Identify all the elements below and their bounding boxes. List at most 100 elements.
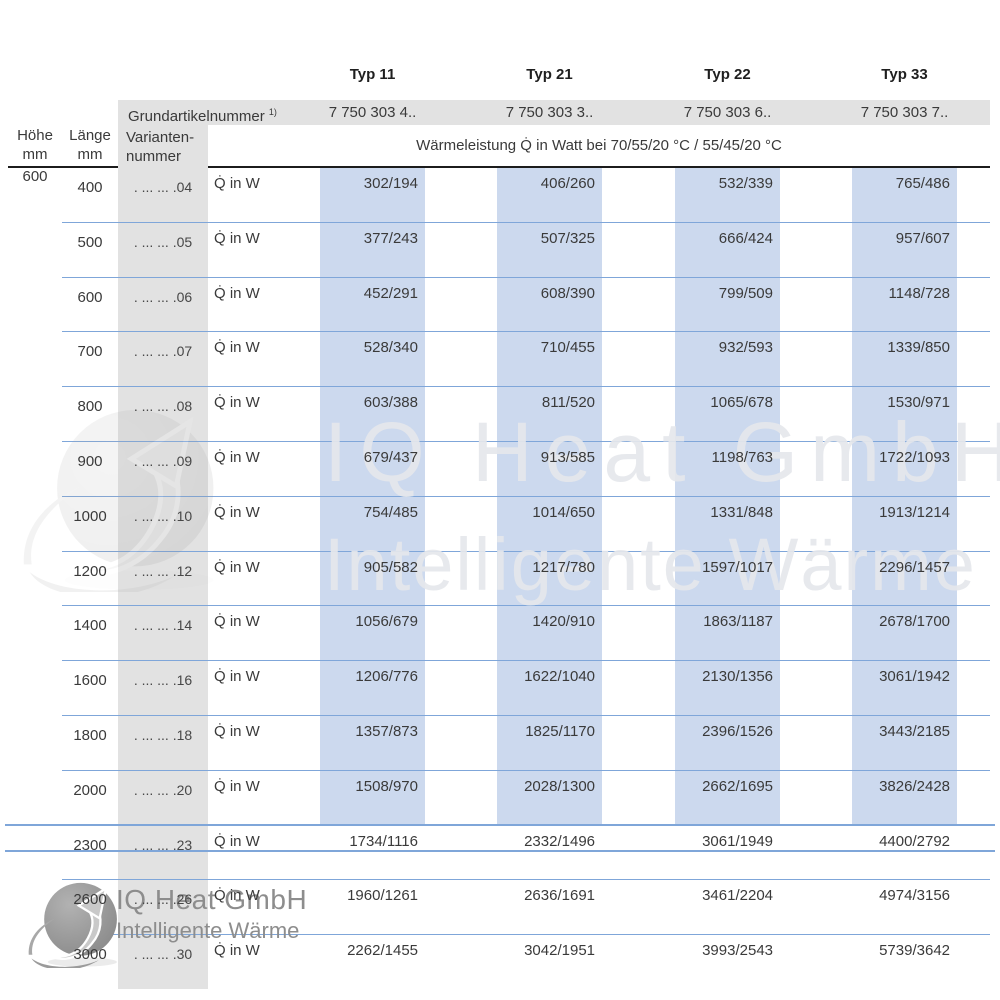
gap-cell — [425, 277, 497, 333]
value-cell-typ11: 452/291 — [320, 277, 425, 333]
grundartikel-label: Grundartikelnummer 1) — [128, 107, 277, 125]
varianten-column-header: Varianten-nummer — [118, 125, 208, 168]
value-cell-typ22: 532/339 — [675, 168, 780, 223]
value-cell-typ21: 710/455 — [497, 331, 602, 388]
footnote-marker: 1) — [268, 107, 277, 117]
varianten-cell: . ... ... .14 — [118, 605, 208, 662]
gap-cell — [957, 222, 990, 278]
grundartikel-number-typ11: 7 750 303 4.. — [328, 104, 417, 121]
table-row: 1400 . ... ... .14 Q̇ in W 1056/679 1420… — [8, 605, 990, 662]
q-label-cell: Q̇ in W — [208, 660, 320, 716]
gap-cell — [602, 935, 675, 989]
gap-cell — [957, 551, 990, 607]
value-cell-typ33: 1722/1093 — [852, 441, 957, 497]
laenge-cell: 600 — [62, 277, 118, 333]
gap-cell — [957, 496, 990, 552]
gap-cell — [425, 441, 497, 497]
heat-output-table: 600 400 . ... ... .04 Q̇ in W 302/194 406… — [8, 168, 990, 989]
value-cell-typ21: 2332/1496 — [497, 825, 602, 881]
gap-cell — [780, 770, 852, 826]
value-cell-typ33: 765/486 — [852, 168, 957, 223]
gap-cell — [602, 331, 675, 388]
company-name: IQ Heat GmbH — [116, 884, 308, 915]
value-cell-typ21: 1217/780 — [497, 551, 602, 607]
value-cell-typ33: 4974/3156 — [852, 879, 957, 936]
gap-cell — [425, 715, 497, 771]
value-cell-typ11: 679/437 — [320, 441, 425, 497]
value-cell-typ33: 1530/971 — [852, 386, 957, 442]
gap-cell — [602, 770, 675, 826]
value-cell-typ22: 3061/1949 — [675, 825, 780, 881]
table-row: 1600 . ... ... .16 Q̇ in W 1206/776 1622… — [8, 660, 990, 716]
gap-cell — [957, 935, 990, 989]
gap-cell — [425, 222, 497, 278]
value-cell-typ22: 1863/1187 — [675, 605, 780, 662]
value-cell-typ33: 1913/1214 — [852, 496, 957, 552]
value-cell-typ21: 1622/1040 — [497, 660, 602, 716]
gap-cell — [957, 277, 990, 333]
gap-cell — [957, 605, 990, 662]
table-row: 500 . ... ... .05 Q̇ in W 377/243 507/32… — [8, 222, 990, 278]
varianten-cell: . ... ... .30 — [118, 934, 208, 989]
varianten-cell: . ... ... .07 — [118, 331, 208, 388]
gap-cell — [602, 496, 675, 552]
value-cell-typ11: 754/485 — [320, 496, 425, 552]
gap-cell — [602, 168, 675, 223]
table-row: 1800 . ... ... .18 Q̇ in W 1357/873 1825… — [8, 715, 990, 771]
value-cell-typ22: 3461/2204 — [675, 879, 780, 936]
gap-cell — [957, 168, 990, 223]
gap-cell — [780, 605, 852, 662]
value-cell-typ11: 603/388 — [320, 386, 425, 442]
value-cell-typ21: 406/260 — [497, 168, 602, 223]
gap-cell — [425, 825, 497, 881]
laenge-cell: 1800 — [62, 715, 118, 771]
table-row: 600 . ... ... .06 Q̇ in W 452/291 608/39… — [8, 277, 990, 333]
laenge-cell: 700 — [62, 331, 118, 388]
q-label-cell: Q̇ in W — [208, 770, 320, 826]
grundartikel-number-typ22: 7 750 303 6.. — [683, 104, 772, 121]
gap-cell — [957, 879, 990, 936]
waermeleistung-header: Wärmeleistung Q̇ in Watt bei 70/55/20 °C… — [416, 137, 782, 154]
value-cell-typ22: 1331/848 — [675, 496, 780, 552]
laenge-cell: 2300 — [62, 825, 118, 881]
footer-divider-line — [5, 850, 995, 852]
table-row: 900 . ... ... .09 Q̇ in W 679/437 913/58… — [8, 441, 990, 497]
gap-cell — [780, 715, 852, 771]
varianten-cell: . ... ... .18 — [118, 715, 208, 771]
gap-cell — [602, 551, 675, 607]
gap-cell — [425, 331, 497, 388]
gap-cell — [425, 660, 497, 716]
value-cell-typ11: 1357/873 — [320, 715, 425, 771]
gap-cell — [602, 605, 675, 662]
grundartikel-number-typ33: 7 750 303 7.. — [860, 104, 949, 121]
gap-cell — [602, 222, 675, 278]
laenge-cell: 3000 — [73, 946, 107, 964]
gap-cell — [780, 551, 852, 607]
column-header-typ21: Typ 21 — [526, 66, 573, 83]
gap-cell — [425, 496, 497, 552]
value-cell-typ22: 2662/1695 — [675, 770, 780, 826]
value-cell-typ21: 507/325 — [497, 222, 602, 278]
gap-cell — [957, 715, 990, 771]
grundartikel-bar: Grundartikelnummer 1) 7 750 303 4.. 7 75… — [118, 100, 990, 125]
gap-cell — [780, 168, 852, 223]
varianten-cell: . ... ... .16 — [118, 660, 208, 716]
gap-cell — [602, 660, 675, 716]
varianten-cell: . ... ... .10 — [118, 496, 208, 552]
q-label-cell: Q̇ in W — [208, 222, 320, 278]
gap-cell — [780, 660, 852, 716]
value-cell-typ33: 3061/1942 — [852, 660, 957, 716]
gap-cell — [425, 770, 497, 826]
gap-cell — [425, 935, 497, 989]
varianten-cell: . ... ... .05 — [118, 222, 208, 278]
company-tagline: Intelligente Wärme — [116, 918, 300, 943]
q-label-cell: Q̇ in W — [208, 441, 320, 497]
q-label-cell: Q̇ in W — [208, 168, 320, 223]
value-cell-typ21: 1420/910 — [497, 605, 602, 662]
gap-cell — [780, 386, 852, 442]
value-cell-typ22: 666/424 — [675, 222, 780, 278]
gap-cell — [425, 168, 497, 223]
value-cell-typ21: 3042/1951 — [524, 942, 595, 960]
gap-cell — [780, 879, 852, 936]
gap-cell — [602, 441, 675, 497]
